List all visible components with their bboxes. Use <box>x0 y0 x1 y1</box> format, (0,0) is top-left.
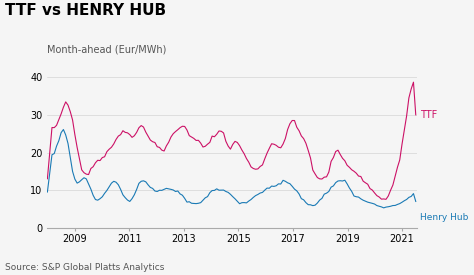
Text: Month-ahead (Eur/MWh): Month-ahead (Eur/MWh) <box>47 44 167 54</box>
Text: TTF vs HENRY HUB: TTF vs HENRY HUB <box>5 3 166 18</box>
Text: Henry Hub: Henry Hub <box>420 213 468 222</box>
Text: TTF: TTF <box>420 110 437 120</box>
Text: Source: S&P Global Platts Analytics: Source: S&P Global Platts Analytics <box>5 263 164 272</box>
